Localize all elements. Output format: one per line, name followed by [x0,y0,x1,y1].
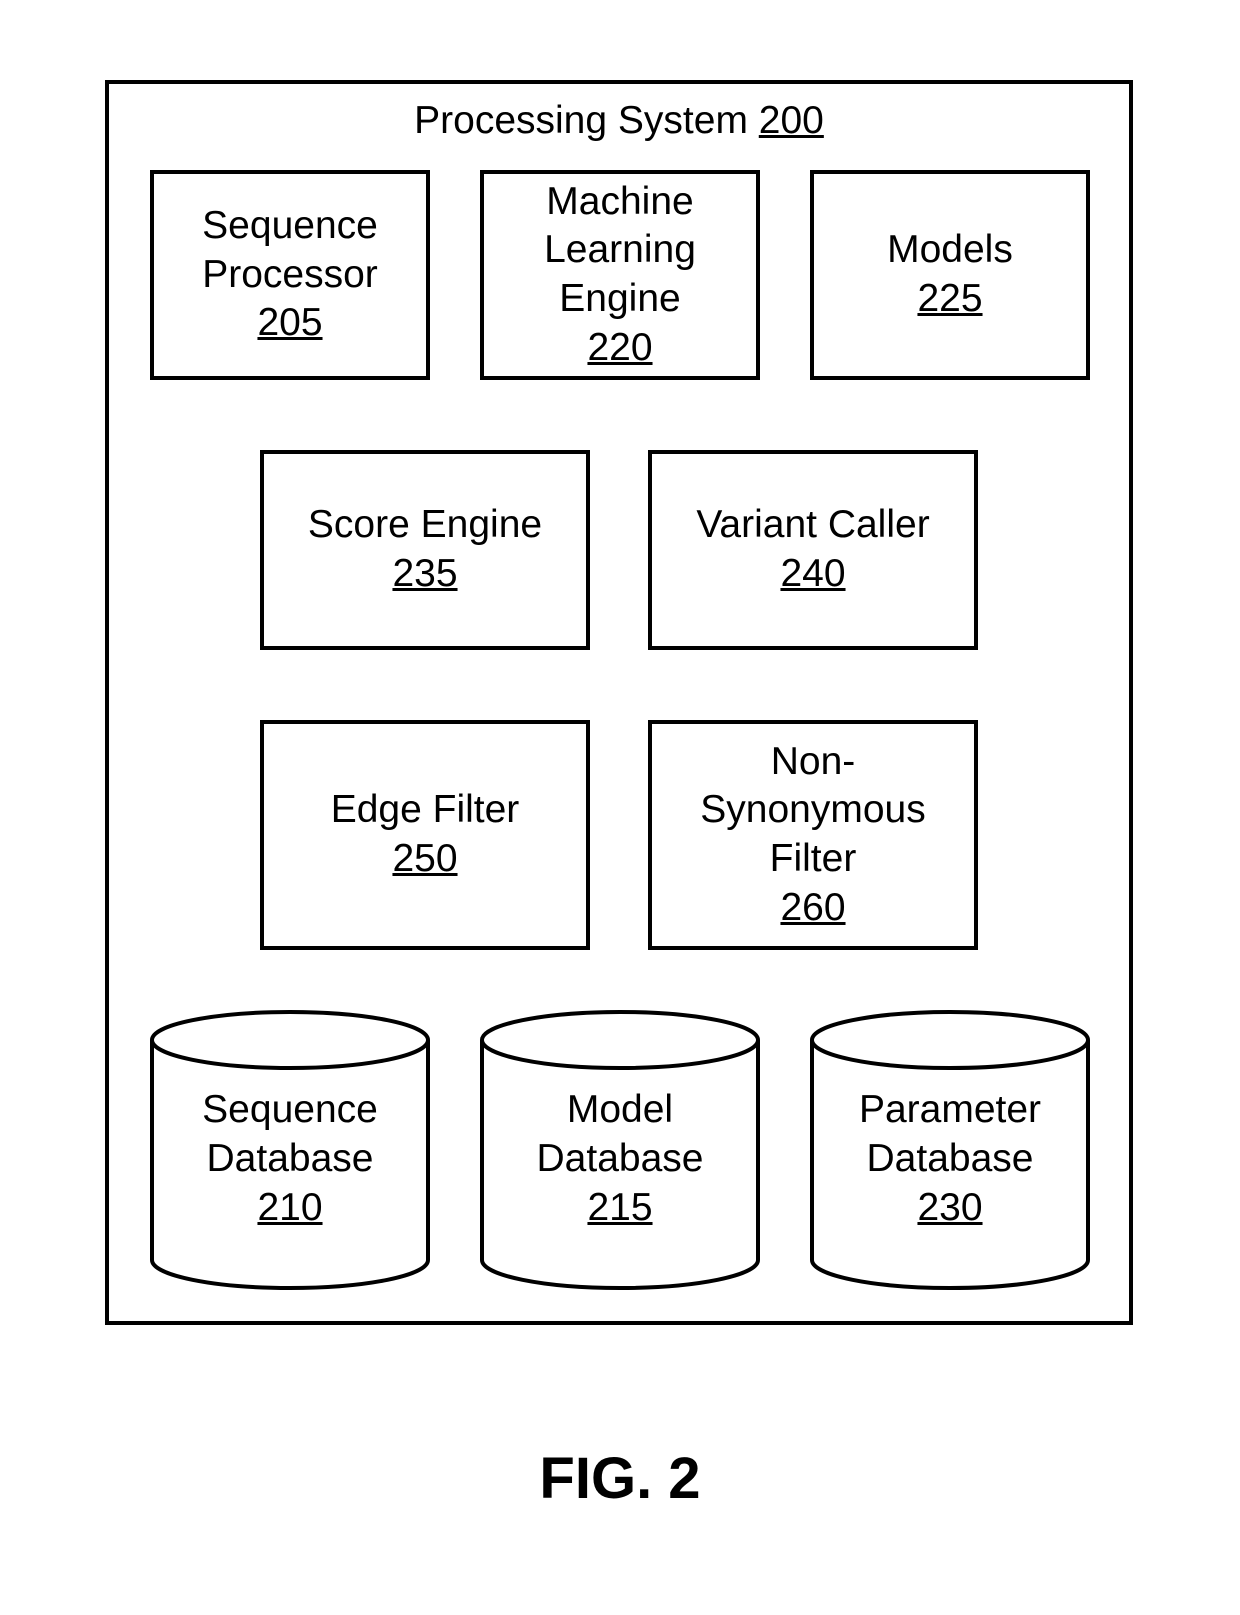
edge-filter-block: Edge Filter 250 [260,720,590,950]
label-line: Database [537,1137,704,1180]
diagram-canvas: Processing System 200 Sequence Processor… [0,0,1240,1615]
label-line: Learning [544,228,696,271]
caption-text: FIG. 2 [539,1446,700,1511]
label-line: Filter [770,837,857,880]
machine-learning-engine-block: Machine Learning Engine 220 [480,170,760,380]
label-line: Database [207,1137,374,1180]
title-ref: 200 [759,99,824,142]
label-line: Database [867,1137,1034,1180]
label-line: Edge Filter [331,788,520,831]
ref-number: 220 [587,326,652,369]
label-line: Model [567,1088,673,1131]
label-line: Models [887,228,1013,271]
label-line: Score Engine [308,503,542,546]
figure-caption: FIG. 2 [0,1445,1240,1512]
model-database-cylinder: Model Database 215 [480,1010,760,1290]
label-line: Parameter [859,1088,1041,1131]
label-line: Processor [202,253,378,296]
cylinder-label: Sequence Database 210 [150,1086,430,1232]
title-text: Processing System [414,99,759,142]
parameter-database-cylinder: Parameter Database 230 [810,1010,1090,1290]
label-line: Non- [771,740,856,783]
ref-number: 240 [780,552,845,595]
label-line: Sequence [202,204,378,247]
ref-number: 260 [780,886,845,929]
label-line: Engine [559,277,680,320]
label-line: Machine [546,180,693,223]
ref-number: 210 [257,1186,322,1229]
variant-caller-block: Variant Caller 240 [648,450,978,650]
label-line: Variant Caller [696,503,929,546]
ref-number: 205 [257,301,322,344]
ref-number: 215 [587,1186,652,1229]
ref-number: 250 [392,837,457,880]
cylinder-label: Parameter Database 230 [810,1086,1090,1232]
non-synonymous-filter-block: Non- Synonymous Filter 260 [648,720,978,950]
sequence-processor-block: Sequence Processor 205 [150,170,430,380]
ref-number: 225 [917,277,982,320]
ref-number: 230 [917,1186,982,1229]
processing-system-title: Processing System 200 [105,100,1133,143]
score-engine-block: Score Engine 235 [260,450,590,650]
label-line: Synonymous [700,788,925,831]
models-block: Models 225 [810,170,1090,380]
sequence-database-cylinder: Sequence Database 210 [150,1010,430,1290]
ref-number: 235 [392,552,457,595]
label-line: Sequence [202,1088,378,1131]
cylinder-label: Model Database 215 [480,1086,760,1232]
